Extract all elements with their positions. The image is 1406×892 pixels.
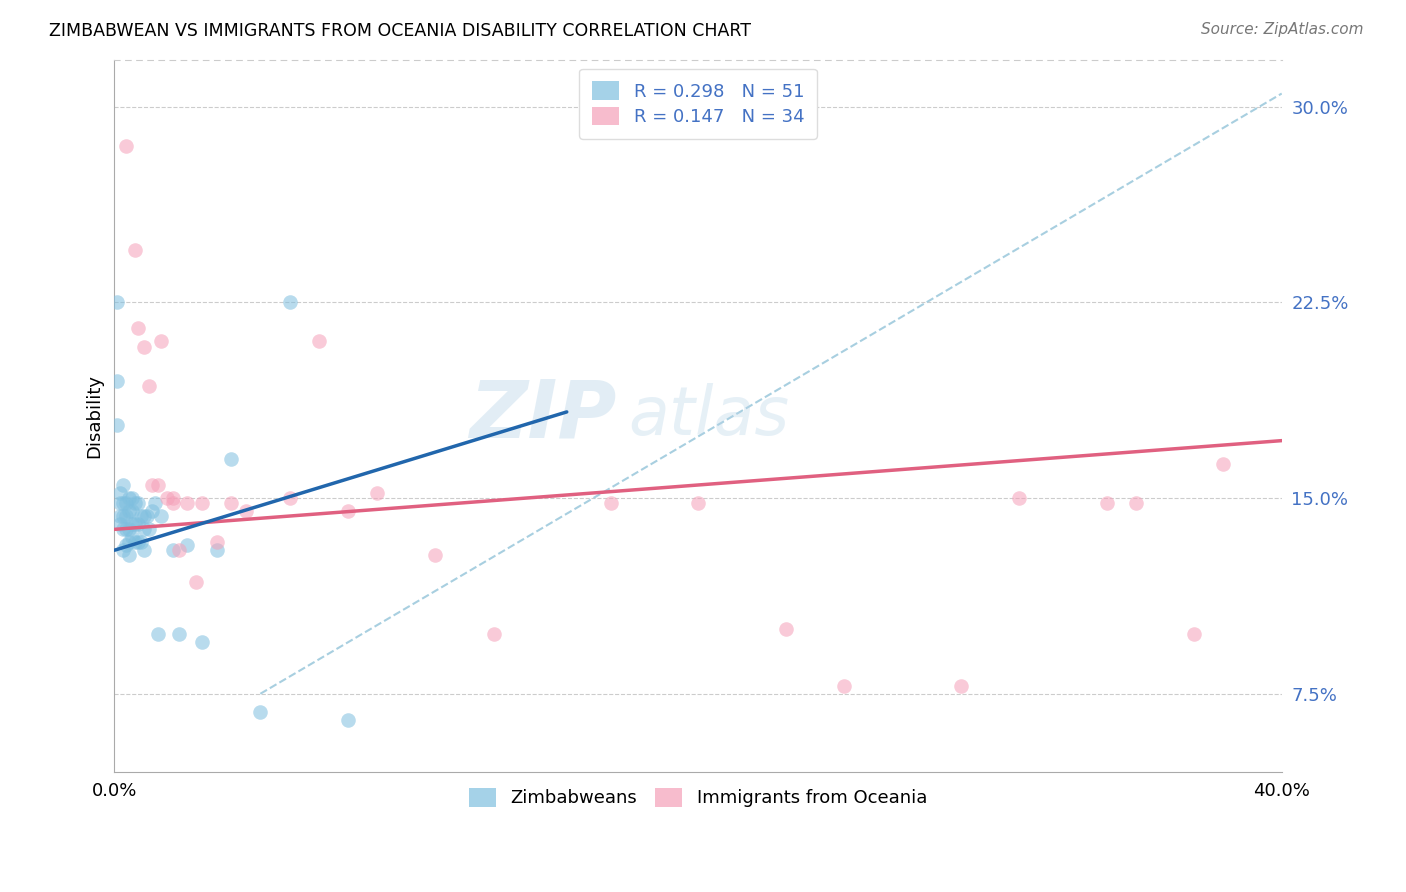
Point [118,549,141,563]
Point [110,517,132,532]
Point [176,496,198,510]
Point [205,543,228,558]
Point [112,496,135,510]
Point [129,535,152,549]
Point [1008,491,1031,505]
Point [124,517,146,532]
Point [127,535,149,549]
Point [249,705,271,719]
Point [205,535,228,549]
Point [219,496,242,510]
Point [121,530,143,544]
Point [1095,496,1118,510]
Point [308,334,330,349]
Point [112,478,135,492]
Point [162,491,184,505]
Point [112,543,135,558]
Point [150,509,173,524]
Point [118,522,141,536]
Point [124,535,146,549]
Point [118,535,141,549]
Point [132,340,155,354]
Point [425,549,447,563]
Point [112,509,135,524]
Point [1125,496,1147,510]
Point [124,496,146,510]
Point [599,496,621,510]
Point [132,522,155,536]
Point [148,626,170,640]
Point [138,379,160,393]
Point [832,679,855,693]
Y-axis label: Disability: Disability [86,374,103,458]
Text: Source: ZipAtlas.com: Source: ZipAtlas.com [1201,22,1364,37]
Point [167,543,190,558]
Point [366,485,388,500]
Point [184,574,207,589]
Point [115,538,138,552]
Point [150,334,173,349]
Point [115,138,138,153]
Point [148,478,170,492]
Point [105,295,128,310]
Point [127,496,149,510]
Point [1182,626,1205,640]
Point [110,496,132,510]
Point [105,374,128,388]
Point [167,626,190,640]
Point [121,517,143,532]
Point [105,417,128,432]
Point [115,522,138,536]
Text: ZIMBABWEAN VS IMMIGRANTS FROM OCEANIA DISABILITY CORRELATION CHART: ZIMBABWEAN VS IMMIGRANTS FROM OCEANIA DI… [49,22,751,40]
Point [121,504,143,518]
Point [686,496,709,510]
Point [949,679,972,693]
Point [141,478,163,492]
Point [118,491,141,505]
Point [278,491,301,505]
Point [132,543,155,558]
Point [143,496,166,510]
Point [162,496,184,510]
Text: atlas: atlas [628,383,789,449]
Point [115,496,138,510]
Point [278,295,301,310]
Point [191,634,214,648]
Point [129,509,152,524]
Point [115,509,138,524]
Point [138,522,160,536]
Point [775,622,797,636]
Point [176,538,198,552]
Point [118,504,141,518]
Point [132,509,155,524]
Point [156,491,179,505]
Point [336,504,359,518]
Point [135,509,157,524]
Point [127,321,149,335]
Point [121,491,143,505]
Point [141,504,163,518]
Text: ZIP: ZIP [470,376,616,455]
Point [110,485,132,500]
Legend: Zimbabweans, Immigrants from Oceania: Zimbabweans, Immigrants from Oceania [460,779,936,816]
Point [235,504,257,518]
Point [191,496,214,510]
Point [482,626,505,640]
Point [336,713,359,727]
Point [1212,457,1234,471]
Point [110,509,132,524]
Point [124,243,146,257]
Point [219,451,242,466]
Point [112,522,135,536]
Point [127,517,149,532]
Point [162,543,184,558]
